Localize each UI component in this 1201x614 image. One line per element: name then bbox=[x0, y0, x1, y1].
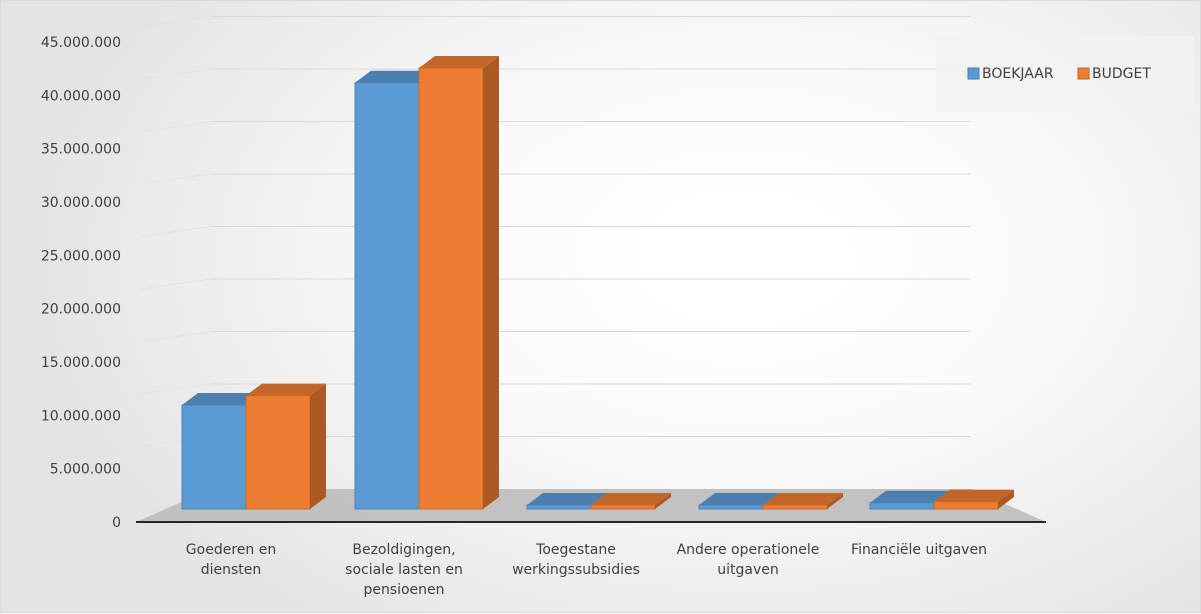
x-category-label-line: Andere operationele bbox=[677, 542, 820, 558]
x-category-label: Financiële uitgaven bbox=[851, 542, 987, 558]
x-category-label: Goederen en diensten bbox=[186, 542, 276, 578]
y-axis: 0 5.000.000 10.000.000 15.000.000 20.000.000… bbox=[41, 35, 121, 531]
gridline-depth bbox=[140, 121, 212, 132]
bar-top-face bbox=[355, 70, 435, 83]
bar-budget-0 bbox=[245, 383, 326, 510]
legend-label-boekjaar: BOEKJAAR bbox=[982, 66, 1054, 82]
bar-top-face bbox=[419, 56, 499, 68]
x-category-label-line: Goederen en bbox=[186, 542, 276, 558]
legend: BOEKJAAR BUDGET bbox=[936, 36, 1194, 112]
gridlines bbox=[140, 16, 971, 447]
y-tick-label: 40.000.000 bbox=[41, 88, 121, 104]
bar-front-face bbox=[698, 504, 764, 510]
x-category-label-line: pensioenen bbox=[363, 582, 444, 598]
bar-top-face bbox=[527, 493, 607, 505]
x-category-label-line: Toegestane bbox=[535, 542, 616, 558]
bar-front-face bbox=[869, 502, 935, 510]
x-category-label-line: diensten bbox=[201, 562, 262, 578]
bar-front-face bbox=[181, 404, 247, 510]
y-tick-label: 30.000.000 bbox=[41, 195, 121, 211]
bars bbox=[181, 56, 1014, 510]
bar-budget-4 bbox=[933, 489, 1014, 510]
bar-front-face bbox=[418, 67, 484, 510]
bar-top-face bbox=[763, 493, 843, 505]
gridline-depth bbox=[140, 383, 212, 395]
bar-top-face bbox=[699, 493, 779, 505]
bar-top-face bbox=[870, 490, 950, 503]
gridline-depth bbox=[140, 331, 212, 342]
legend-swatch-boekjaar bbox=[967, 67, 980, 80]
y-tick-label: 25.000.000 bbox=[41, 248, 121, 264]
bar-front-face bbox=[245, 395, 311, 510]
bar-side-face bbox=[483, 56, 499, 509]
bar-top-face bbox=[934, 489, 1014, 502]
bar-front-face bbox=[933, 501, 999, 510]
x-category-label-line: uitgaven bbox=[717, 562, 779, 578]
gridline-depth bbox=[140, 68, 212, 80]
y-tick-label: 20.000.000 bbox=[41, 302, 121, 318]
bar-budget-1 bbox=[418, 56, 499, 510]
x-category-label-line: Bezoldigingen, bbox=[352, 542, 455, 558]
bar-front-face bbox=[354, 82, 420, 510]
gridline-depth bbox=[140, 278, 212, 290]
y-tick-label: 10.000.000 bbox=[41, 408, 121, 424]
bar-top-face bbox=[182, 393, 262, 406]
x-category-label: Bezoldigingen, sociale lasten en pensioene… bbox=[345, 542, 463, 598]
bar-budget-3 bbox=[762, 493, 843, 510]
bar-top-face bbox=[591, 493, 671, 505]
legend-label-budget: BUDGET bbox=[1092, 66, 1151, 82]
x-category-label-line: Financiële uitgaven bbox=[851, 542, 987, 558]
bar-side-face bbox=[998, 489, 1014, 509]
bar-front-face bbox=[526, 504, 592, 510]
y-tick-label: 15.000.000 bbox=[41, 355, 121, 371]
x-category-label: Andere operationele uitgaven bbox=[677, 542, 820, 578]
x-category-label-line: sociale lasten en bbox=[345, 562, 463, 578]
y-tick-label: 45.000.000 bbox=[41, 35, 121, 51]
legend-swatch-budget bbox=[1077, 67, 1090, 80]
gridline-depth bbox=[140, 16, 212, 27]
bar-budget-2 bbox=[590, 493, 671, 510]
x-axis: Goederen en diensten Bezoldigingen, sociale… bbox=[186, 542, 987, 598]
bar-top-face bbox=[246, 383, 326, 396]
bar-side-face bbox=[655, 493, 671, 509]
x-category-label-line: werkingssubsidies bbox=[512, 562, 640, 578]
x-category-label: Toegestane werkingssubsidies bbox=[512, 542, 640, 578]
gridline-depth bbox=[140, 226, 212, 237]
y-tick-label: 5.000.000 bbox=[50, 462, 121, 478]
gridline-depth bbox=[140, 173, 212, 185]
y-tick-label: 35.000.000 bbox=[41, 142, 121, 158]
bar-side-face bbox=[310, 383, 326, 509]
y-tick-label: 0 bbox=[112, 515, 121, 531]
bar-side-face bbox=[827, 493, 843, 509]
bar-front-face bbox=[590, 504, 656, 510]
bar-front-face bbox=[762, 504, 828, 510]
